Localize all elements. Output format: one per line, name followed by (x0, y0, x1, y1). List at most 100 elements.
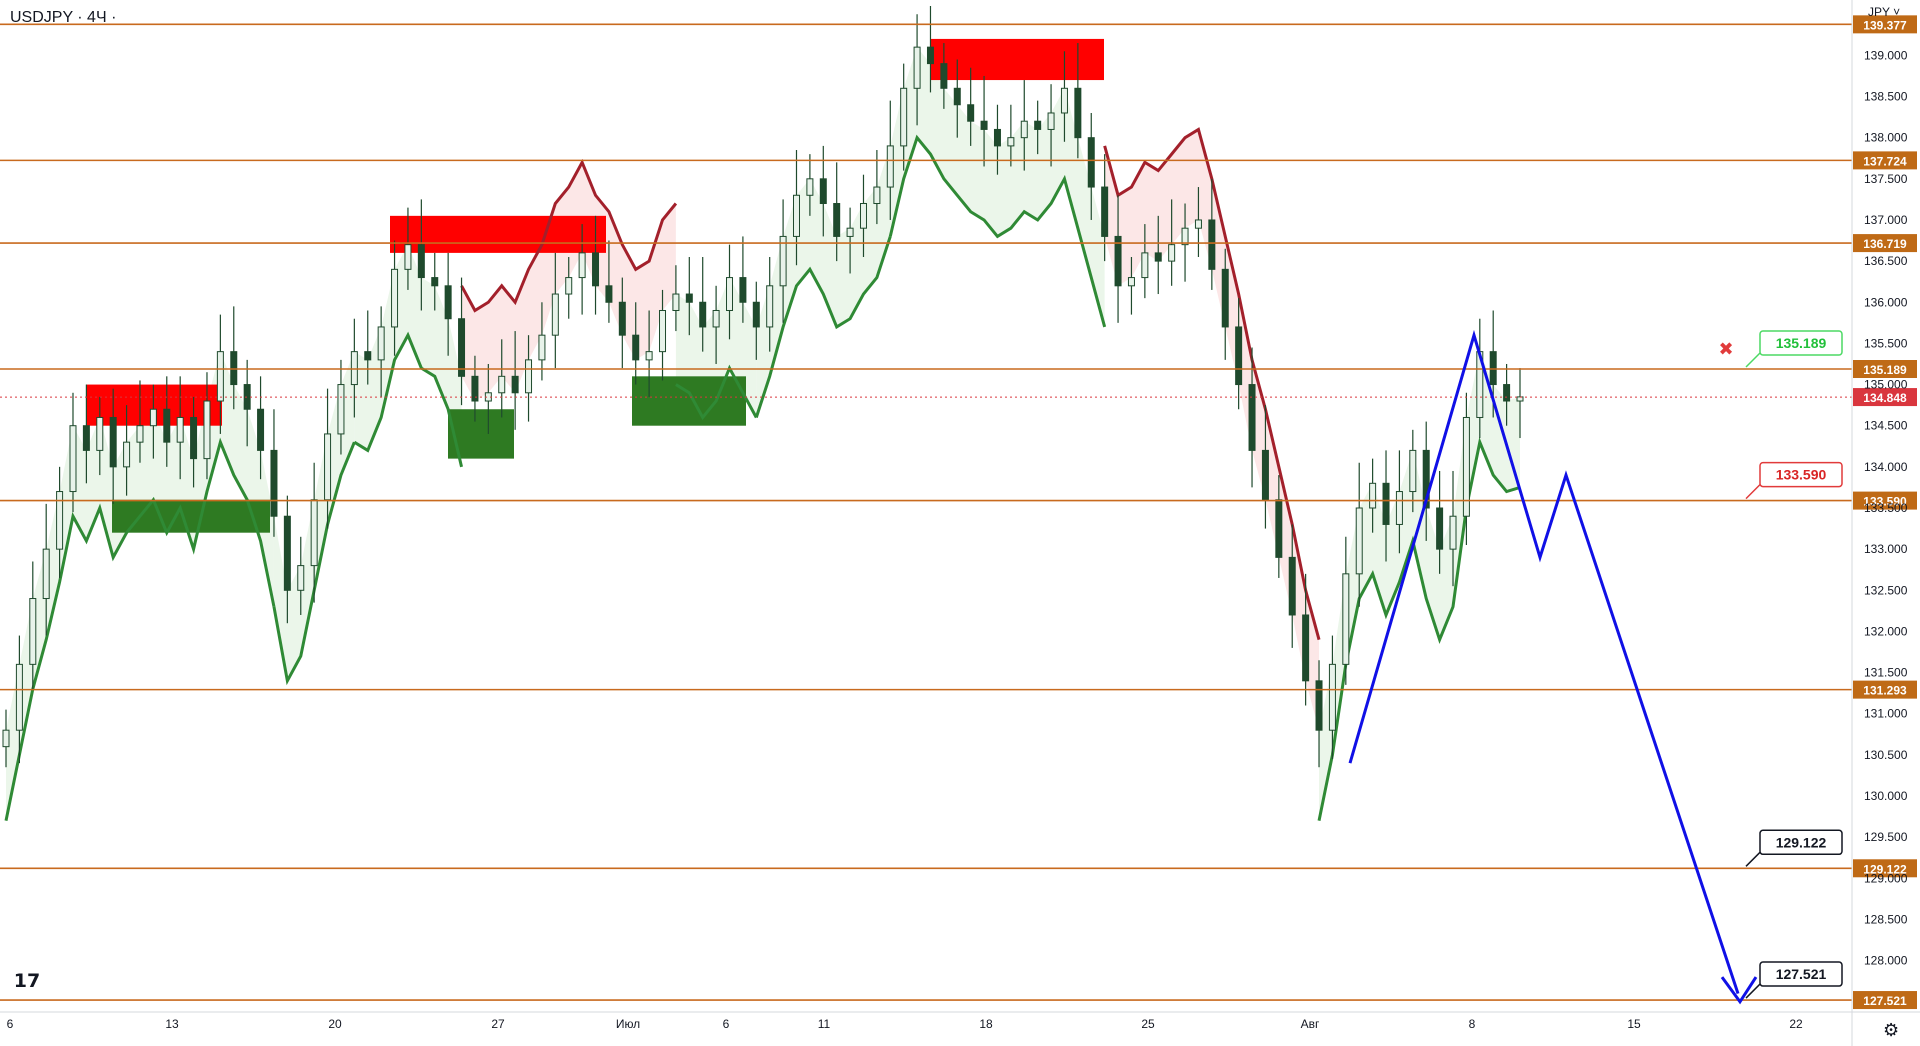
candle-body (1168, 244, 1176, 262)
candle-body (1436, 507, 1444, 550)
candle-body (1369, 482, 1377, 509)
level-price-label: 139.377 (1863, 18, 1907, 32)
candle-body (953, 87, 961, 106)
level-price-tag (1853, 234, 1917, 253)
level-price-label: 133.590 (1863, 495, 1907, 509)
level-price-label: 137.724 (1863, 154, 1907, 168)
tradingview-logo-icon[interactable]: 17 (10, 968, 44, 994)
level-price-tag (1853, 491, 1917, 510)
level-price-tag (1853, 15, 1917, 34)
candle-body (1221, 268, 1229, 328)
candle-body (1060, 87, 1068, 114)
price-tick-label: 138.500 (1864, 90, 1908, 104)
time-tick-label: 11 (818, 1017, 831, 1031)
candle-body (350, 351, 358, 386)
candle-body (551, 293, 559, 336)
level-price-tag (1853, 151, 1917, 170)
cancel-x-icon: ✖ (1718, 339, 1733, 360)
candle-body (511, 375, 519, 394)
candle-body (1449, 515, 1457, 550)
price-tick-label: 130.000 (1864, 789, 1908, 803)
signal-label: 129.122 (1776, 834, 1827, 850)
currency-selector[interactable]: JPY ˅ (1868, 5, 1901, 19)
candle-body (136, 425, 144, 443)
candle-body (431, 277, 439, 287)
candle-body (1034, 120, 1042, 130)
candle-body (1248, 384, 1256, 451)
candle-body (364, 351, 372, 361)
level-price-tag (1853, 360, 1917, 379)
level-price-label: 135.189 (1863, 363, 1907, 377)
level-layer: 139.377 137.724 136.719 135.189 133.590 131.2… (0, 15, 1917, 1010)
candle-body (1355, 507, 1363, 575)
price-tick-label: 130.500 (1864, 748, 1908, 762)
candle-body (1489, 351, 1497, 386)
time-axis[interactable]: 6 13 20 27 Июл 6 11 18 25 Авг 8 15 22 (7, 1017, 1803, 1031)
candle-body (1275, 499, 1283, 558)
signal-label: 135.189 (1776, 335, 1827, 351)
candle-body (1235, 326, 1243, 386)
candle-body (1409, 449, 1417, 493)
signal-box (1759, 829, 1843, 856)
candle-body (471, 375, 479, 402)
candle-body (417, 244, 425, 279)
price-tick-label: 129.000 (1864, 871, 1908, 885)
fill-layer (6, 47, 1520, 821)
price-axis[interactable]: 139.000 138.500 138.000 137.500 137.000 136.5… (1864, 48, 1908, 967)
price-tick-label: 137.000 (1864, 213, 1908, 227)
supertrend-line (4, 437, 276, 822)
candle-body (618, 301, 626, 336)
signal-pointer (1745, 350, 1763, 368)
candle-body (1087, 137, 1095, 188)
signal-pointer (1745, 981, 1763, 999)
candle-body (779, 235, 787, 287)
candle-body (806, 178, 814, 196)
candle-body (1114, 235, 1122, 287)
price-tick-label: 132.500 (1864, 583, 1908, 597)
symbol-title[interactable]: USDJPY · 4Ч · (10, 9, 117, 26)
candle-layer (2, 6, 1524, 768)
time-tick-label: 25 (1141, 1017, 1155, 1031)
supertrend-layer (4, 127, 1521, 822)
candle-body (82, 425, 90, 451)
supertrend-fill (890, 47, 1105, 327)
demand-zone (632, 376, 746, 426)
candle-body (605, 285, 613, 303)
candle-body (69, 425, 77, 493)
candle-body (1288, 556, 1296, 616)
candle-body (672, 293, 680, 311)
supertrend-line (888, 134, 1107, 328)
price-tick-label: 135.000 (1864, 378, 1908, 392)
candle-body (632, 334, 640, 361)
price-tick-label: 136.000 (1864, 295, 1908, 309)
candle-body (190, 416, 198, 460)
candle-body (538, 334, 546, 361)
candle-body (1261, 449, 1269, 501)
price-tick-label: 138.000 (1864, 131, 1908, 145)
candle-body (163, 408, 171, 443)
candle-body (1208, 219, 1216, 270)
candle-body (1141, 252, 1149, 279)
candle-body (29, 598, 37, 665)
settings-gear-icon[interactable]: ⚙ (1883, 1020, 1900, 1040)
candle-body (1127, 277, 1135, 287)
candle-body (270, 449, 278, 517)
time-tick-label: 18 (979, 1017, 993, 1031)
candle-body (216, 351, 224, 402)
price-tick-label: 136.500 (1864, 254, 1908, 268)
price-tick-label: 128.000 (1864, 954, 1908, 968)
candle-body (337, 384, 345, 435)
candle-body (149, 408, 157, 427)
signal-layer: 135.189 133.590 129.122 127.521 ✖ (1718, 330, 1843, 999)
candle-body (297, 565, 305, 591)
candle-body (391, 268, 399, 328)
candle-body (123, 441, 131, 468)
demand-zone (112, 499, 270, 533)
price-tick-label: 134.000 (1864, 460, 1908, 474)
candle-body (1342, 573, 1350, 665)
candle-body (1328, 663, 1336, 731)
time-tick-label: Авг (1301, 1017, 1320, 1031)
candle-body (498, 375, 506, 394)
level-price-label: 127.521 (1863, 994, 1907, 1008)
